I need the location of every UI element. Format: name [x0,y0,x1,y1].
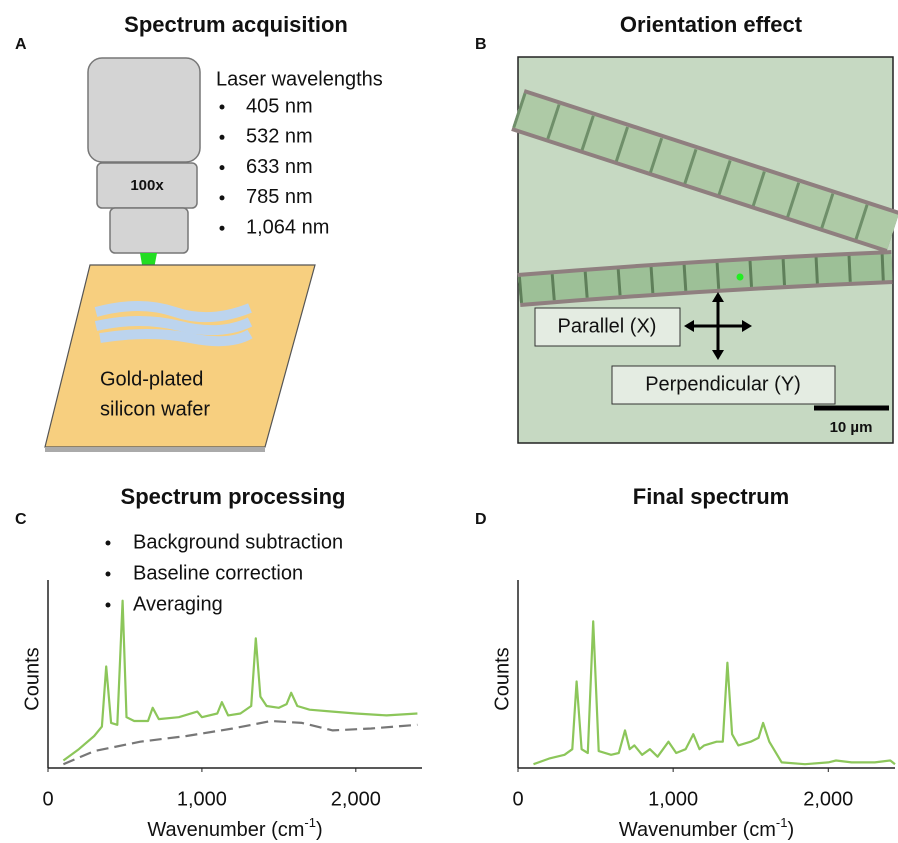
panel-letter: A [15,36,27,53]
bullet [219,165,225,171]
panel-title: Orientation effect [620,12,803,37]
step: Baseline correction [133,562,303,584]
list-title: Laser wavelengths [216,68,383,90]
wavelength: 633 nm [246,156,313,178]
microscope [87,57,201,300]
x-axis-label: Wavenumber (cm-1) [619,815,794,841]
wafer [44,264,316,452]
bullet [219,134,225,140]
x-axis-label-part: -1 [304,815,316,830]
x-tick-label: 0 [42,788,53,810]
bullet [105,602,111,608]
wavelength: 405 nm [246,95,313,117]
panel-letter: C [15,511,27,528]
x-tick-label: 1,000 [648,788,698,810]
x-tick-label: 2,000 [331,788,381,810]
micrograph [511,56,898,444]
x-axis-label-part: -1 [776,815,788,830]
bullet [105,540,111,546]
x-axis-label: Wavenumber (cm-1) [147,815,322,841]
panel-letter: B [475,36,487,53]
step: Averaging [133,593,223,615]
x-axis-label-part: ) [316,819,323,841]
x-axis-label-part: Wavenumber (cm [619,819,776,841]
bullet [219,104,225,110]
substrate-label: silicon wafer [100,398,210,420]
bullet [219,225,225,231]
wavelength: 532 nm [246,126,313,148]
x-tick-label: 1,000 [177,788,227,810]
spectrum [62,599,418,762]
scale-bar-label: 10 µm [830,419,873,436]
baseline [62,719,418,766]
bullet [105,571,111,577]
panel-title: Spectrum processing [121,484,346,509]
panel-title: Final spectrum [633,484,789,509]
direction-label: Parallel (X) [558,315,657,337]
x-axis-label-part: ) [787,819,794,841]
panel-title: Spectrum acquisition [124,12,348,37]
x-tick-label: 2,000 [803,788,853,810]
x-tick-label: 0 [512,788,523,810]
wavelength: 1,064 nm [246,216,329,238]
step: Background subtraction [133,531,343,553]
y-axis-label: Counts [21,647,43,710]
substrate-label: Gold-plated [100,368,203,390]
wavelength: 785 nm [246,186,313,208]
objective-label: 100x [130,177,164,194]
spectrum [533,620,896,766]
y-axis-label: Counts [491,647,513,710]
x-axis-label-part: Wavenumber (cm [147,819,304,841]
bullet [219,195,225,201]
panel-letter: D [475,511,487,528]
direction-label: Perpendicular (Y) [645,373,801,395]
